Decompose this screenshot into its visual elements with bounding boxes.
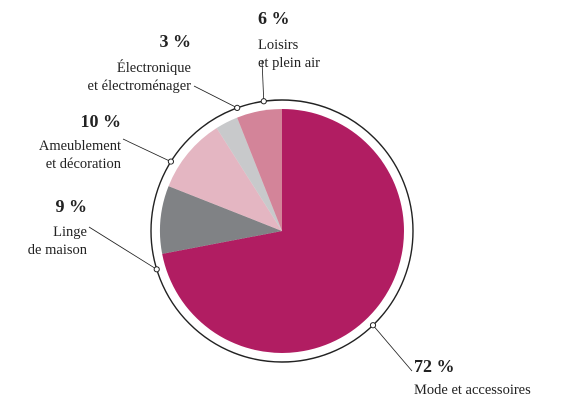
pie-slice-4 bbox=[237, 109, 282, 231]
leader-dot-0 bbox=[369, 322, 377, 329]
slice-name-label-1-0: Linge bbox=[53, 224, 87, 240]
slice-name-label-2-1: et décoration bbox=[46, 156, 122, 172]
slice-name-label-4-1: et plein air bbox=[258, 55, 320, 71]
slice-name-label-4-0: Loisirs bbox=[258, 37, 299, 53]
leader-line-3 bbox=[193, 85, 238, 109]
leader-line-0 bbox=[372, 324, 413, 372]
leader-dot-2 bbox=[167, 158, 175, 165]
slice-name-label-1-1: de maison bbox=[28, 242, 88, 258]
pie-slice-3 bbox=[216, 117, 282, 231]
leader-line-2 bbox=[122, 138, 172, 162]
leader-dot-4 bbox=[260, 98, 267, 105]
pie-slice-1 bbox=[160, 186, 282, 254]
slice-name-label-2-0: Ameublement bbox=[39, 138, 121, 154]
slice-percent-label-2: 10 % bbox=[81, 111, 122, 131]
slice-percent-label-1: 9 % bbox=[56, 196, 88, 216]
pie-slice-0 bbox=[162, 109, 404, 353]
slice-percent-label-4: 6 % bbox=[258, 8, 290, 28]
leader-dot-1 bbox=[153, 266, 160, 273]
leader-line-1 bbox=[88, 226, 157, 270]
slice-name-label-3-1: et électroménager bbox=[88, 78, 192, 94]
slice-name-label-0-0: Mode et accessoires bbox=[414, 382, 531, 397]
leader-line-4 bbox=[261, 59, 265, 102]
slice-percent-label-3: 3 % bbox=[160, 31, 192, 51]
slice-percent-label-0: 72 % bbox=[414, 356, 455, 376]
outer-ring bbox=[150, 99, 414, 363]
leader-dot-3 bbox=[234, 104, 241, 112]
slice-name-label-3-0: Électronique bbox=[117, 59, 191, 76]
pie-slice-2 bbox=[168, 127, 282, 231]
